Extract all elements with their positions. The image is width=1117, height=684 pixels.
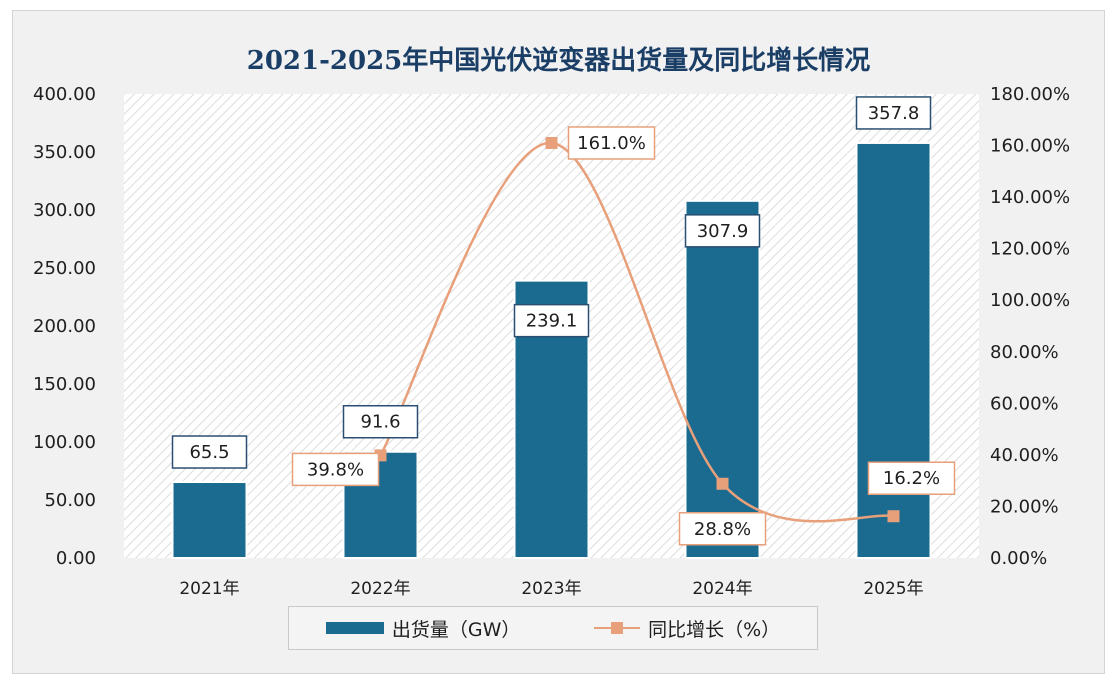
line-label-box [567,126,656,160]
left-tick-label: 300.00 [33,200,96,221]
line-label: 16.2% [883,468,940,489]
right-tick-label: 40.00% [990,445,1059,466]
right-tick-label: 180.00% [990,84,1070,105]
line-label-box [291,452,380,487]
bar-label: 65.5 [189,442,229,463]
x-axis: 2021年 2022年 2023年 2024年 2025年 [179,579,923,599]
line-label-box [867,461,956,495]
right-tick-label: 120.00% [990,239,1070,260]
bar-label-box [342,404,419,439]
right-tick-label: 20.00% [990,496,1059,517]
x-tick-label: 2024年 [692,579,752,599]
bar-data-labels: 65.5 91.6 239.1 307.9 357.8 [171,96,932,469]
left-tick-label: 400.00 [33,84,96,105]
line-label: 161.0% [577,133,646,154]
left-tick-label: 250.00 [33,258,96,279]
right-tick-label: 60.00% [990,393,1059,414]
right-tick-label: 80.00% [990,342,1059,363]
right-tick-label: 140.00% [990,187,1070,208]
line-marker [545,136,558,149]
left-tick-label: 350.00 [33,142,96,163]
bar-label: 307.9 [697,221,749,242]
bar [171,481,248,559]
line-label: 39.8% [307,459,364,480]
bar-label-box [171,435,248,469]
legend-bar-swatch [325,622,384,634]
left-axis: 0.00 50.00 100.00 150.00 200.00 250.00 300.00 3… [33,84,96,569]
bar [684,199,761,559]
bar-label: 357.8 [868,103,920,124]
line-marker [716,477,729,490]
right-tick-label: 100.00% [990,290,1070,311]
legend-line-swatch [594,622,641,634]
line-marker [887,510,900,523]
x-tick-label: 2023年 [521,579,581,599]
right-tick-label: 0.00% [990,548,1047,569]
chart-title: 2021-2025年中国光伏逆变器出货量及同比增长情况 [246,46,871,76]
left-tick-label: 100.00 [33,432,96,453]
line-series [374,136,900,523]
legend-label-line: 同比增长（%） [648,618,781,641]
x-tick-label: 2025年 [863,579,923,599]
left-tick-label: 200.00 [33,316,96,337]
right-axis: 0.00% 20.00% 40.00% 60.00% 80.00% 100.00% 120.… [990,84,1070,569]
bar-label-box [855,96,932,130]
legend-item-bar: 出货量（GW） [325,615,521,642]
growth-line [379,141,894,523]
legend-label-bar: 出货量（GW） [391,618,521,641]
bar [855,141,932,559]
line-label-box [678,512,767,546]
right-tick-label: 160.00% [990,136,1070,157]
x-tick-label: 2021年 [179,579,239,599]
bar-label: 91.6 [360,412,400,433]
left-tick-label: 0.00 [56,548,96,569]
bar-label-box [684,214,761,248]
legend-item-line: 同比增长（%） [594,615,780,642]
bar-label-box [513,303,590,338]
bar-label: 239.1 [526,311,578,332]
legend: 出货量（GW） 同比增长（%） [288,606,818,650]
line-label: 28.8% [694,519,751,540]
line-data-labels: 39.8% 161.0% 28.8% 16.2% [291,126,956,546]
left-tick-label: 50.00 [44,490,96,511]
left-tick-label: 150.00 [33,374,96,395]
x-tick-label: 2022年 [350,579,410,599]
